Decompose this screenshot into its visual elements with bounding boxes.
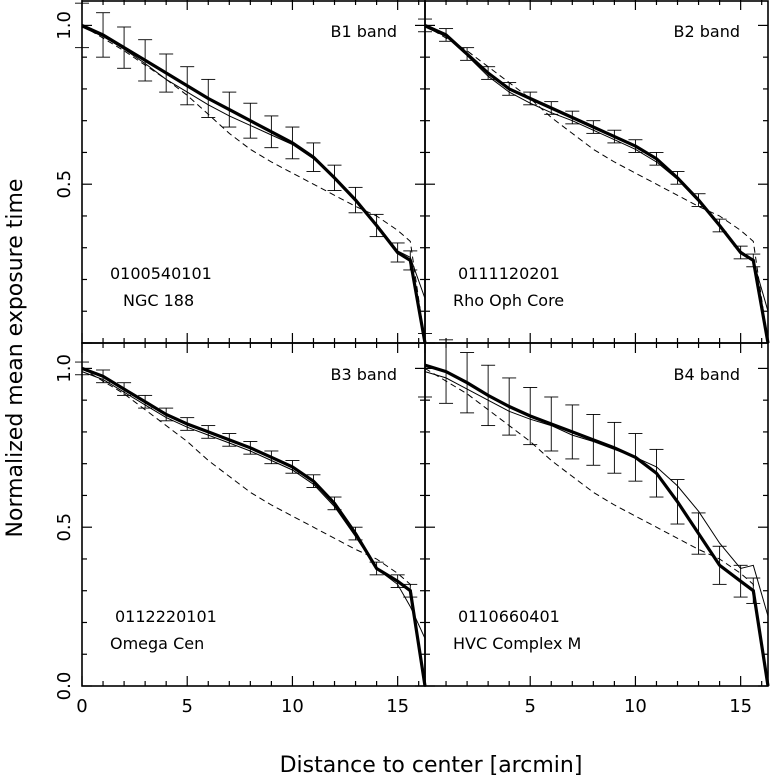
obsid-label: 0110660401 bbox=[458, 607, 560, 626]
target-label: HVC Complex M bbox=[453, 634, 581, 653]
obsid-label: 0112220101 bbox=[115, 607, 217, 626]
target-label: Omega Cen bbox=[110, 634, 204, 653]
panel-2: B2 band 0111120201 Rho Oph Core bbox=[418, 0, 770, 344]
y-tick-label: 1.0 bbox=[54, 11, 75, 40]
series-dashed bbox=[424, 24, 769, 344]
y-tick-label: 0.0 bbox=[54, 672, 75, 701]
x-tick-label: 15 bbox=[729, 696, 752, 717]
band-label: B4 band bbox=[674, 365, 741, 384]
x-tick-label: 10 bbox=[281, 696, 304, 717]
panel-frame bbox=[424, 342, 769, 687]
band-label: B3 band bbox=[331, 365, 398, 384]
x-tick-label: 10 bbox=[624, 696, 647, 717]
series-thin bbox=[81, 26, 426, 299]
y-axis-label: Normalized mean exposure time bbox=[3, 179, 28, 538]
series-dashed bbox=[81, 24, 426, 344]
series-dashed bbox=[424, 367, 769, 687]
target-label: Rho Oph Core bbox=[453, 291, 564, 310]
series-dashed bbox=[81, 367, 426, 687]
y-tick-label: 1.0 bbox=[54, 354, 75, 383]
series-thin bbox=[424, 371, 769, 617]
x-tick-label: 0 bbox=[76, 696, 87, 717]
band-label: B1 band bbox=[331, 22, 398, 41]
obsid-label: 0100540101 bbox=[110, 264, 212, 283]
band-label: B2 band bbox=[674, 22, 741, 41]
x-tick-label: 5 bbox=[181, 696, 192, 717]
panel-3: 1.0 0.5 0.00 5 10 15 B3 band 0112220101 Omega Ce… bbox=[54, 342, 427, 717]
y-tick-label: 0.5 bbox=[54, 170, 75, 199]
series-thick bbox=[81, 23, 427, 344]
panel-1: 1.0 0.5 B1 band 0100540101 NGC 188 bbox=[54, 0, 427, 344]
panels: 1.0 0.5 B1 band 0100540101 NGC 188 B2 band 011… bbox=[54, 0, 770, 717]
target-label: NGC 188 bbox=[123, 291, 194, 310]
y-tick-label: 0.5 bbox=[54, 513, 75, 542]
x-axis-label: Distance to center [arcmin] bbox=[280, 753, 583, 778]
x-tick-label: 5 bbox=[524, 696, 535, 717]
series-thick bbox=[424, 363, 770, 687]
x-tick-label: 15 bbox=[386, 696, 409, 717]
series-thin bbox=[81, 371, 426, 639]
panel-4: 5 10 15 B4 band 0110660401 HVC Complex M bbox=[418, 333, 770, 717]
series-thin bbox=[424, 26, 769, 312]
obsid-label: 0111120201 bbox=[458, 264, 560, 283]
